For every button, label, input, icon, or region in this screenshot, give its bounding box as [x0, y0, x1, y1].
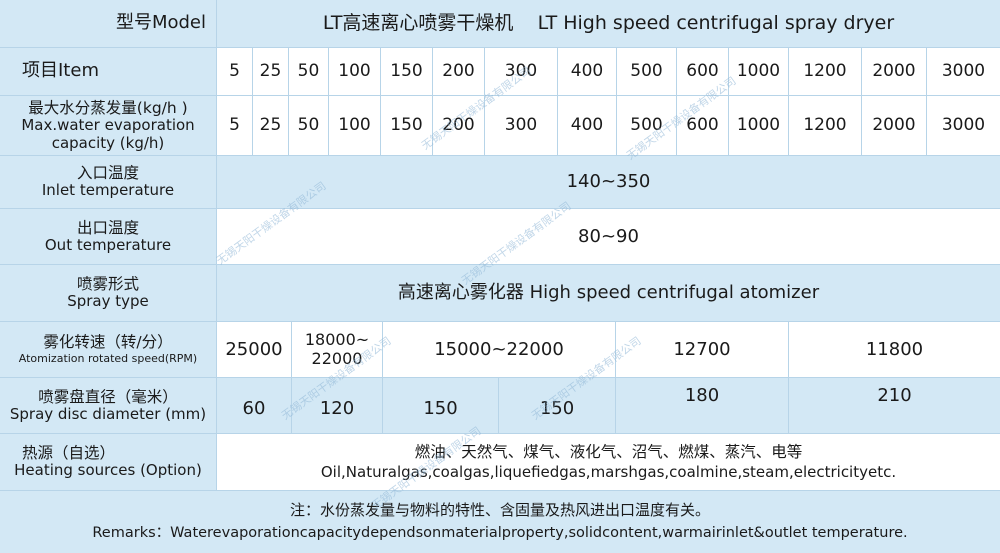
model-number: 3000	[927, 48, 1000, 96]
rpm-label-zh: 雾化转速（转/分）	[43, 332, 173, 351]
rpm-label-cell: 雾化转速（转/分） Atomization rotated speed(RPM)	[0, 322, 217, 378]
model-label: 型号Model	[115, 12, 206, 33]
evaporation-value: 3000	[927, 96, 1000, 156]
spray-type-label-cell: 喷雾形式 Spray type	[0, 265, 217, 322]
rpm-label-en: Atomization rotated speed(RPM)	[18, 352, 198, 366]
disc-label-cell: 喷雾盘直径（毫米） Spray disc diameter (mm)	[0, 378, 217, 434]
remarks-cell: 注：水份蒸发量与物料的特性、含固量及热风进出口温度有关。 Remarks：Wat…	[0, 491, 1000, 553]
model-number: 600	[677, 48, 729, 96]
heating-value-zh: 燃油、天然气、煤气、液化气、沼气、燃煤、蒸汽、电等	[414, 442, 803, 461]
model-number: 25	[253, 48, 289, 96]
spray-type-label-en: Spray type	[67, 292, 149, 311]
rpm-value: 15000~22000	[383, 322, 616, 378]
heating-value-cell: 燃油、天然气、煤气、液化气、沼气、燃煤、蒸汽、电等 Oil,Naturalgas…	[217, 434, 1000, 491]
evaporation-value: 25	[253, 96, 289, 156]
inlet-value: 140~350	[217, 156, 1000, 209]
item-label-cell: 项目Item	[0, 48, 217, 96]
heating-label-cell: 热源（自选） Heating sources (Option)	[0, 434, 217, 491]
disc-value: 150	[499, 378, 616, 434]
model-number: 5	[217, 48, 253, 96]
evaporation-value: 300	[485, 96, 558, 156]
rpm-value: 18000~22000	[292, 322, 383, 378]
remarks-zh: 注：水份蒸发量与物料的特性、含固量及热风进出口温度有关。	[289, 500, 710, 519]
rpm-value: 25000	[217, 322, 292, 378]
disc-label-zh: 喷雾盘直径（毫米）	[38, 387, 178, 406]
spray-type-label-zh: 喷雾形式	[76, 275, 139, 294]
heating-value-en: Oil,Naturalgas,coalgas,liquefiedgas,mars…	[320, 462, 897, 481]
disc-value: 150	[383, 378, 499, 434]
inlet-label-zh: 入口温度	[76, 164, 139, 183]
rpm-value-text: 18000~22000	[304, 329, 370, 368]
outlet-label-zh: 出口温度	[76, 218, 139, 237]
evaporation-value: 50	[289, 96, 329, 156]
evaporation-value: 1000	[729, 96, 789, 156]
evaporation-value: 400	[558, 96, 617, 156]
evaporation-label-zh: 最大水分蒸发量(kg/h )	[28, 98, 188, 117]
evaporation-value: 600	[677, 96, 729, 156]
model-number: 1000	[729, 48, 789, 96]
rpm-value: 11800	[789, 322, 1000, 378]
rpm-value: 12700	[616, 322, 789, 378]
outlet-label-cell: 出口温度 Out temperature	[0, 209, 217, 265]
model-number: 50	[289, 48, 329, 96]
outlet-label-en: Out temperature	[44, 235, 172, 254]
evaporation-label-cell: 最大水分蒸发量(kg/h ) Max.water evaporation cap…	[0, 96, 217, 156]
evaporation-value: 100	[329, 96, 381, 156]
model-label-cell: 型号Model	[0, 0, 217, 48]
disc-value: 60	[217, 378, 292, 434]
evaporation-value: 2000	[862, 96, 927, 156]
inlet-label-en: Inlet temperature	[41, 181, 175, 200]
remarks-en: Remarks：Waterevaporationcapacitydependso…	[92, 525, 908, 542]
evaporation-value: 5	[217, 96, 253, 156]
heating-label-en: Heating sources (Option)	[14, 461, 202, 480]
model-number: 500	[617, 48, 677, 96]
model-numbers-row: 5 25 50 100 150 200 300 400 500 600 1000…	[217, 48, 1000, 96]
evaporation-value: 1200	[789, 96, 862, 156]
evaporation-value: 200	[433, 96, 485, 156]
model-number: 150	[381, 48, 433, 96]
disc-value: 210	[789, 378, 1000, 434]
disc-value: 180	[616, 378, 789, 434]
model-number: 2000	[862, 48, 927, 96]
model-number: 300	[485, 48, 558, 96]
item-label: 项目Item	[22, 60, 99, 81]
evaporation-value: 150	[381, 96, 433, 156]
model-number: 1200	[789, 48, 862, 96]
spray-type-value: 高速离心雾化器 High speed centrifugal atomizer	[217, 265, 1000, 322]
model-number: 100	[329, 48, 381, 96]
title-cell: LT高速离心喷雾干燥机 LT High speed centrifugal sp…	[217, 0, 1000, 48]
disc-label-en: Spray disc diameter (mm)	[9, 404, 207, 423]
heating-label-zh: 热源（自选）	[22, 444, 116, 463]
inlet-label-cell: 入口温度 Inlet temperature	[0, 156, 217, 209]
model-number: 400	[558, 48, 617, 96]
outlet-value: 80~90	[217, 209, 1000, 265]
disc-value: 120	[292, 378, 383, 434]
evaporation-value: 500	[617, 96, 677, 156]
evaporation-label-en: Max.water evaporation capacity (kg/h)	[21, 115, 195, 152]
model-number: 200	[433, 48, 485, 96]
table-title: LT高速离心喷雾干燥机 LT High speed centrifugal sp…	[322, 12, 895, 35]
evaporation-values-row: 5 25 50 100 150 200 300 400 500 600 1000…	[217, 96, 1000, 156]
